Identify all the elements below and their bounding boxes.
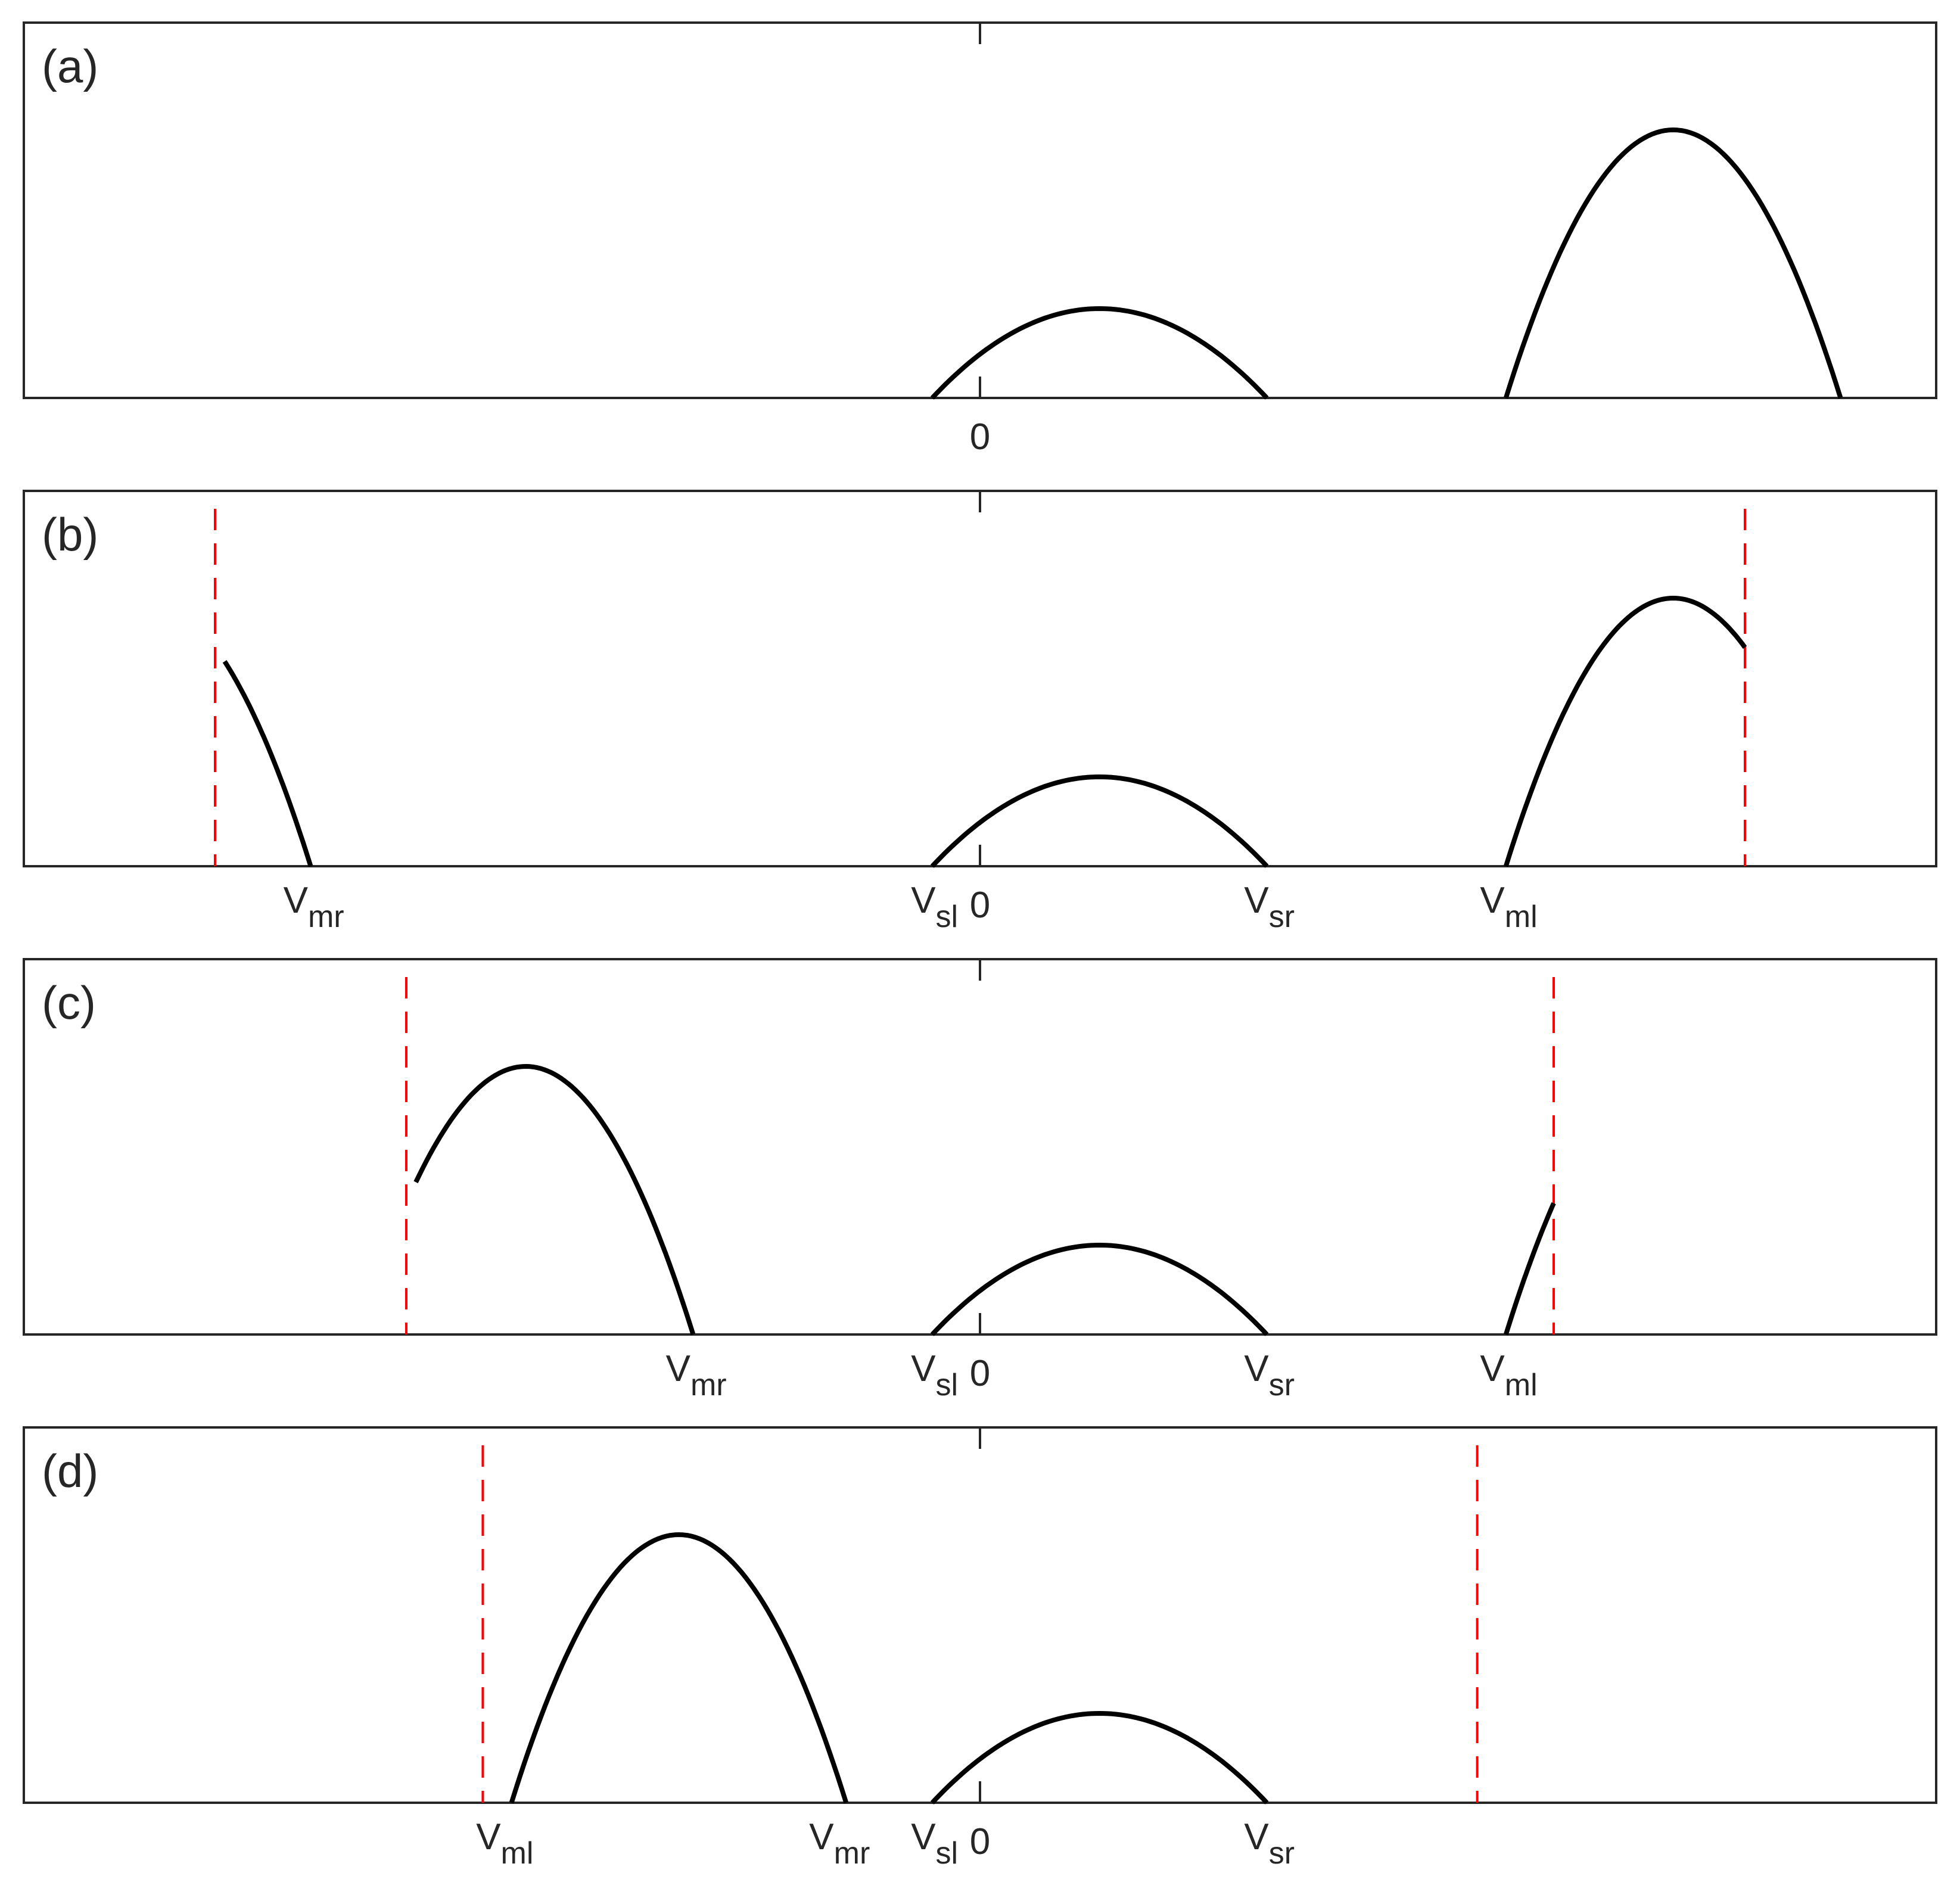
tick-label-Vml: Vml <box>1480 1348 1537 1402</box>
tick-label-zero: 0 <box>970 885 990 926</box>
series-curve-0 <box>930 774 1269 868</box>
panel-label: (d) <box>42 1445 98 1497</box>
series-curve-2 <box>1503 1202 1556 1336</box>
series-curve-0 <box>930 306 1269 400</box>
tick-label-Vmr: Vmr <box>284 880 344 934</box>
series-curve-0 <box>930 1243 1269 1336</box>
axes-frame <box>23 21 1937 399</box>
axes-frame <box>23 1426 1937 1804</box>
panel-label: (b) <box>42 508 98 561</box>
tick-label-zero: 0 <box>970 1353 990 1394</box>
panel-d: (d) Vml Vmr Vsl 0 Vsr <box>23 1426 1937 1871</box>
axes-frame <box>23 958 1937 1336</box>
tick-label-Vsr: Vsr <box>1244 1348 1295 1402</box>
tick-label-zero: 0 <box>970 1821 990 1862</box>
panel-a: (a) 0 <box>23 21 1937 458</box>
panel-label: (c) <box>42 976 96 1029</box>
tick-label-Vsr: Vsr <box>1244 1816 1295 1871</box>
tick-label-zero: 0 <box>970 416 990 458</box>
series-curve-1 <box>509 1532 849 1804</box>
series-curve-1 <box>413 1064 696 1336</box>
tick-label-Vml: Vml <box>476 1816 533 1871</box>
panel-label: (a) <box>42 40 98 92</box>
panel-c: (c) Vmr Vsl 0 Vsr Vml <box>23 958 1937 1402</box>
series-curve-0 <box>930 1711 1269 1805</box>
series-curve-1 <box>1503 596 1747 867</box>
series-curve-1 <box>1503 127 1843 399</box>
series-curve-2 <box>222 659 313 867</box>
tick-label-Vsl: Vsl <box>911 1816 958 1871</box>
tick-label-Vsr: Vsr <box>1244 880 1295 934</box>
tick-label-Vsl: Vsl <box>911 880 958 934</box>
tick-label-Vml: Vml <box>1480 880 1537 934</box>
tick-label-Vmr: Vmr <box>666 1348 727 1402</box>
axes-frame <box>23 490 1937 867</box>
tick-label-Vmr: Vmr <box>809 1816 870 1871</box>
tick-label-Vsl: Vsl <box>911 1348 958 1402</box>
panel-b: (b) Vmr Vsl 0 Vsr Vml <box>23 490 1937 934</box>
